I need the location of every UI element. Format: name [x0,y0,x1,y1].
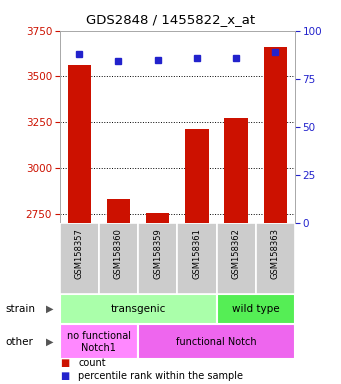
Bar [138,324,295,359]
Text: GSM158362: GSM158362 [232,228,241,279]
Bar [60,223,99,294]
Text: no functional
Notch1: no functional Notch1 [67,331,131,353]
Bar [264,47,287,223]
Bar [68,65,91,223]
Bar [256,223,295,294]
Text: ▶: ▶ [46,337,54,347]
Bar [107,199,130,223]
Text: wild type: wild type [232,304,280,314]
Bar [177,223,217,294]
Text: GSM158357: GSM158357 [75,228,84,279]
Bar [60,294,217,324]
Text: count: count [78,358,106,368]
Text: functional Notch: functional Notch [176,337,257,347]
Text: GSM158359: GSM158359 [153,228,162,279]
Text: GSM158363: GSM158363 [271,228,280,280]
Text: percentile rank within the sample: percentile rank within the sample [78,371,243,381]
Text: strain: strain [5,304,35,314]
Text: GDS2848 / 1455822_x_at: GDS2848 / 1455822_x_at [86,13,255,26]
Bar [217,223,256,294]
Text: other: other [5,337,33,347]
Bar [138,223,177,294]
Text: GSM158360: GSM158360 [114,228,123,279]
Bar [146,213,169,223]
Bar [185,129,209,223]
Text: ▶: ▶ [46,304,54,314]
Text: ■: ■ [60,371,69,381]
Bar [99,223,138,294]
Text: ■: ■ [60,358,69,368]
Text: transgenic: transgenic [110,304,166,314]
Bar [60,324,138,359]
Text: GSM158361: GSM158361 [192,228,202,279]
Bar [224,119,248,223]
Bar [217,294,295,324]
